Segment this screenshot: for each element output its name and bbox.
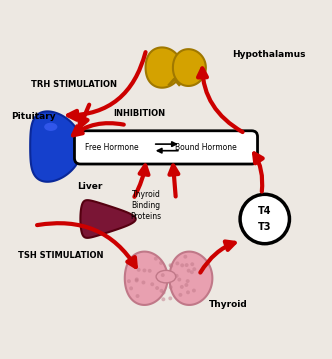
- Circle shape: [137, 268, 141, 272]
- Circle shape: [169, 263, 173, 267]
- Circle shape: [169, 285, 173, 289]
- Polygon shape: [173, 49, 206, 86]
- Circle shape: [180, 264, 184, 267]
- Ellipse shape: [156, 270, 176, 283]
- Text: TRH STIMULATION: TRH STIMULATION: [31, 80, 117, 89]
- Circle shape: [129, 286, 133, 290]
- Circle shape: [162, 290, 166, 294]
- Circle shape: [186, 290, 190, 294]
- Text: Pituitary: Pituitary: [11, 112, 56, 121]
- Circle shape: [175, 261, 179, 265]
- Circle shape: [186, 279, 190, 283]
- Text: T3: T3: [258, 222, 272, 232]
- Polygon shape: [146, 47, 182, 88]
- Polygon shape: [170, 252, 212, 305]
- Text: Free Hormone: Free Hormone: [85, 143, 138, 152]
- Circle shape: [154, 257, 158, 261]
- Polygon shape: [80, 200, 136, 238]
- Circle shape: [159, 261, 163, 265]
- Circle shape: [142, 269, 146, 272]
- Circle shape: [160, 289, 163, 293]
- Circle shape: [168, 297, 172, 300]
- Text: TSH STIMULATION: TSH STIMULATION: [18, 251, 103, 260]
- Circle shape: [185, 263, 189, 267]
- Circle shape: [184, 283, 188, 287]
- Text: T4: T4: [258, 206, 272, 216]
- Circle shape: [183, 255, 187, 259]
- Circle shape: [141, 280, 145, 284]
- Circle shape: [161, 297, 165, 301]
- Text: INHIBITION: INHIBITION: [114, 109, 166, 118]
- Circle shape: [178, 293, 182, 297]
- Circle shape: [192, 267, 196, 271]
- Circle shape: [190, 262, 194, 266]
- Text: Liver: Liver: [78, 182, 103, 191]
- Text: Thyroid: Thyroid: [209, 300, 248, 309]
- Circle shape: [240, 194, 290, 244]
- Circle shape: [190, 270, 194, 274]
- Ellipse shape: [44, 123, 57, 131]
- Circle shape: [150, 282, 154, 286]
- Circle shape: [148, 269, 152, 273]
- Circle shape: [192, 289, 196, 293]
- FancyBboxPatch shape: [74, 131, 258, 164]
- Text: Thyroid
Binding
Proteins: Thyroid Binding Proteins: [131, 190, 162, 222]
- Circle shape: [169, 264, 173, 268]
- Circle shape: [187, 269, 191, 272]
- Polygon shape: [30, 111, 82, 182]
- Circle shape: [180, 285, 184, 289]
- Text: Hypothalamus: Hypothalamus: [232, 50, 305, 59]
- Text: Bound Hormone: Bound Hormone: [175, 143, 236, 152]
- Circle shape: [175, 274, 179, 278]
- Circle shape: [135, 278, 139, 281]
- Circle shape: [127, 279, 131, 283]
- Circle shape: [155, 286, 159, 290]
- Polygon shape: [125, 252, 168, 305]
- Circle shape: [135, 294, 139, 298]
- Circle shape: [161, 273, 165, 277]
- Circle shape: [135, 279, 138, 283]
- Circle shape: [177, 278, 181, 281]
